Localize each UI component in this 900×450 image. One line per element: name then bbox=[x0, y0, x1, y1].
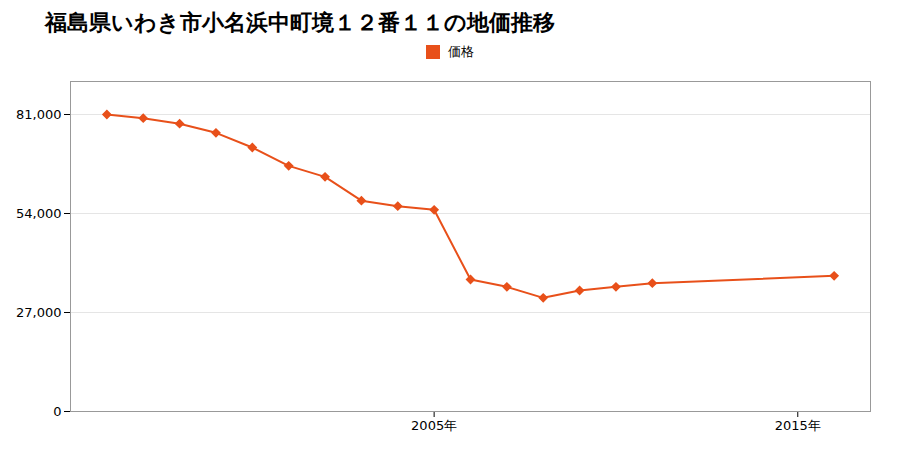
svg-text:27,000: 27,000 bbox=[16, 305, 62, 320]
svg-text:2015年: 2015年 bbox=[775, 418, 821, 433]
html-text:福島県いわき市小名浜中町境１２番１１の地価推移: 福島県いわき市小名浜中町境１２番１１の地価推移 bbox=[45, 10, 555, 35]
svg-text:0: 0 bbox=[53, 404, 61, 419]
svg-text:2005年: 2005年 bbox=[411, 418, 457, 433]
svg-text:81,000: 81,000 bbox=[16, 107, 62, 122]
svg-text:54,000: 54,000 bbox=[16, 206, 62, 221]
html-text:価格: 価格 bbox=[448, 44, 474, 59]
